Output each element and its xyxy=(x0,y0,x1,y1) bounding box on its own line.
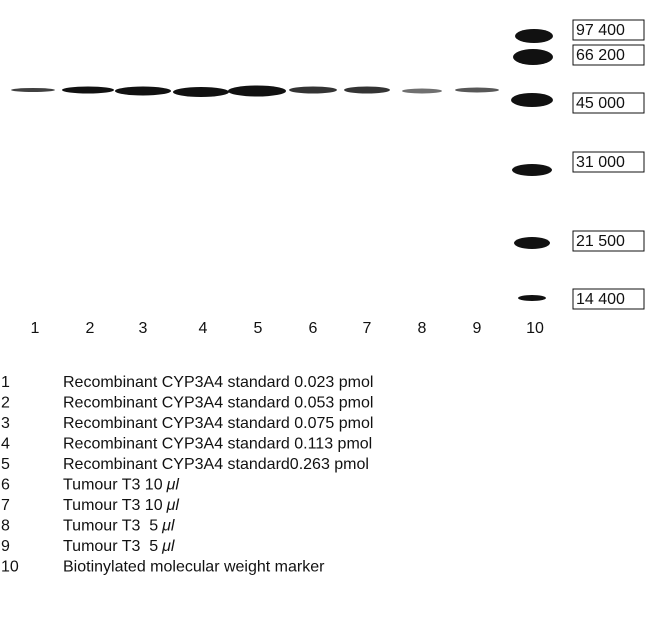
legend-number: 10 xyxy=(1,559,19,576)
legend-number: 9 xyxy=(1,538,10,555)
lane-number: 9 xyxy=(473,320,482,337)
legend-text: Recombinant CYP3A4 standard 0.075 pmol xyxy=(63,415,373,432)
lane-number: 5 xyxy=(254,320,263,337)
band xyxy=(455,88,499,93)
lane-number: 10 xyxy=(526,320,544,337)
marker-labels: 97 400 66 200 45 000 31 000 21 500 14 400 xyxy=(573,20,644,309)
band xyxy=(173,87,229,97)
band xyxy=(402,89,442,94)
marker-band xyxy=(518,295,546,301)
lane-number: 7 xyxy=(363,320,372,337)
legend-number: 8 xyxy=(1,518,10,535)
legend-number: 4 xyxy=(1,436,10,453)
legend-number: 5 xyxy=(1,456,10,473)
figure: 97 400 66 200 45 000 31 000 21 500 14 400 1 2 3… xyxy=(0,0,646,624)
legend: 1 Recombinant CYP3A4 standard 0.023 pmol 2… xyxy=(1,374,373,576)
marker-label: 31 000 xyxy=(576,154,625,171)
legend-description: Recombinant CYP3A4 standard 0.075 pmol xyxy=(63,415,373,432)
legend-description: Tumour T3 5 xyxy=(63,518,158,535)
legend-description: Tumour T3 10 xyxy=(63,497,163,514)
band xyxy=(11,88,55,92)
legend-text: Recombinant CYP3A4 standard 0.023 pmol xyxy=(63,374,373,391)
band xyxy=(115,87,171,96)
legend-unit: μl xyxy=(161,538,175,555)
legend-text: Biotinylated molecular weight marker xyxy=(63,559,325,576)
marker-band xyxy=(512,164,552,176)
marker-band xyxy=(515,29,553,43)
legend-number: 3 xyxy=(1,415,10,432)
marker-label: 21 500 xyxy=(576,233,625,250)
legend-description: Biotinylated molecular weight marker xyxy=(63,559,325,576)
legend-unit: μl xyxy=(166,477,180,494)
marker-label: 45 000 xyxy=(576,95,625,112)
marker-label: 97 400 xyxy=(576,22,625,39)
legend-number: 2 xyxy=(1,395,10,412)
lane-labels: 1 2 3 4 5 6 7 8 9 10 xyxy=(31,320,544,337)
legend-description: Recombinant CYP3A4 standard0.263 pmol xyxy=(63,456,369,473)
lane-number: 8 xyxy=(418,320,427,337)
lane-number: 2 xyxy=(86,320,95,337)
legend-number: 7 xyxy=(1,497,10,514)
legend-text: Recombinant CYP3A4 standard 0.113 pmol xyxy=(63,436,372,453)
marker-band xyxy=(514,237,550,249)
band xyxy=(228,86,286,97)
marker-band xyxy=(513,49,553,65)
legend-unit: μl xyxy=(166,497,180,514)
band xyxy=(289,87,337,94)
legend-description: Tumour T3 10 xyxy=(63,477,163,494)
legend-description: Recombinant CYP3A4 standard 0.113 pmol xyxy=(63,436,372,453)
blot xyxy=(11,29,553,301)
marker-label: 66 200 xyxy=(576,47,625,64)
lane-number: 1 xyxy=(31,320,40,337)
legend-description: Tumour T3 5 xyxy=(63,538,158,555)
legend-text: Recombinant CYP3A4 standard 0.053 pmol xyxy=(63,395,373,412)
band xyxy=(344,87,390,94)
band xyxy=(62,87,114,94)
page: 97 400 66 200 45 000 31 000 21 500 14 400 1 2 3… xyxy=(0,0,646,624)
lane-number: 6 xyxy=(309,320,318,337)
lane-number: 3 xyxy=(139,320,148,337)
legend-number: 6 xyxy=(1,477,10,494)
legend-description: Recombinant CYP3A4 standard 0.023 pmol xyxy=(63,374,373,391)
legend-description: Recombinant CYP3A4 standard 0.053 pmol xyxy=(63,395,373,412)
legend-unit: μl xyxy=(161,518,175,535)
legend-number: 1 xyxy=(1,374,10,391)
legend-text: Recombinant CYP3A4 standard0.263 pmol xyxy=(63,456,369,473)
marker-label: 14 400 xyxy=(576,291,625,308)
lane-number: 4 xyxy=(199,320,208,337)
marker-band xyxy=(511,93,553,107)
